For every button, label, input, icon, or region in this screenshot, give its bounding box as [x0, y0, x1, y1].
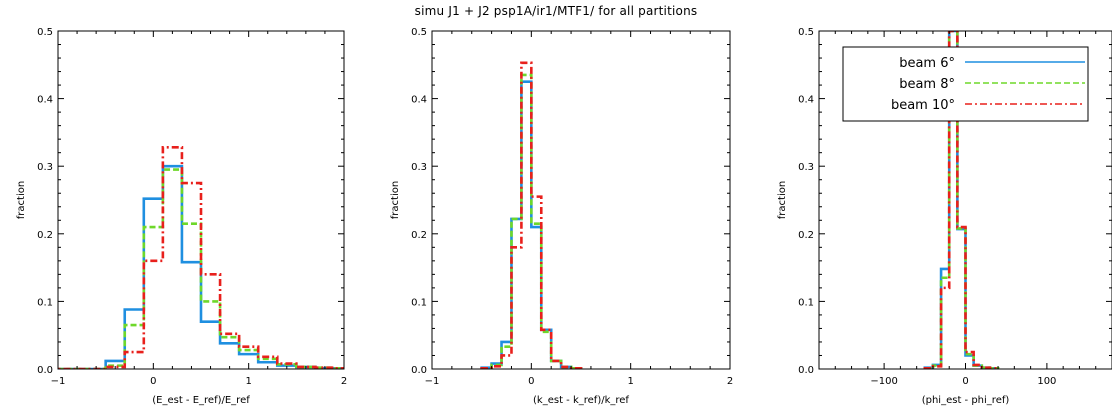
panel-3: 0.0 0.1 0.2 0.3 0.4 0.5 −100 0 100 (phi_est - phi…	[777, 27, 1112, 406]
x-tick-label: 1	[245, 376, 251, 387]
legend: beam 6° beam 8° beam 10°	[842, 46, 1089, 122]
y-tick-label: 0.4	[411, 95, 427, 106]
y-tick-label: 0.2	[37, 230, 53, 241]
legend-label: beam 8°	[899, 77, 955, 92]
plot-frame	[431, 30, 731, 370]
legend-label: beam 6°	[899, 56, 955, 71]
y-tick-label: 0.5	[411, 27, 427, 38]
y-tick-label: 0.5	[37, 27, 53, 38]
series-beam10-histogram	[58, 145, 344, 369]
y-tick-label: 0.0	[37, 365, 53, 376]
x-tick-label: 100	[1037, 376, 1056, 387]
series-beam10-histogram	[923, 31, 1000, 369]
y-axis-label: fraction	[16, 181, 27, 219]
y-tick-label: 0.2	[798, 230, 814, 241]
x-axis-label: (E_est - E_ref)/E_ref	[152, 395, 250, 406]
panel-2: 0.0 0.1 0.2 0.3 0.4 0.5 −1 0 1 2 (k_est - k_ref)/k…	[390, 27, 733, 406]
y-axis-label: fraction	[777, 181, 788, 219]
x-axis-label: (k_est - k_ref)/k_ref	[533, 395, 629, 406]
y-tick-label: 0.1	[37, 297, 53, 308]
x-tick-label: 2	[341, 376, 347, 387]
x-tick-label: 2	[727, 376, 733, 387]
x-tick-label: −1	[425, 376, 440, 387]
legend-label: beam 10°	[891, 98, 955, 113]
x-tick-label: 0	[150, 376, 156, 387]
plot-frame	[57, 30, 345, 370]
series-beam8-histogram	[480, 73, 583, 369]
series-beam6-histogram	[480, 80, 583, 369]
y-tick-label: 0.3	[411, 162, 427, 173]
panel-1: 0.0 0.1 0.2 0.3 0.4 0.5 −1 0 1 2 (E_est - E_ref)/E…	[16, 27, 347, 406]
y-tick-label: 0.1	[798, 297, 814, 308]
x-tick-label: 1	[627, 376, 633, 387]
y-tick-label: 0.2	[411, 230, 427, 241]
y-tick-label: 0.4	[798, 95, 814, 106]
y-tick-label: 0.3	[798, 162, 814, 173]
y-tick-label: 0.1	[411, 297, 427, 308]
y-tick-label: 0.5	[798, 27, 814, 38]
x-tick-label: −1	[51, 376, 66, 387]
series-beam10-histogram	[480, 61, 583, 369]
x-tick-label: 0	[962, 376, 968, 387]
x-tick-label: −100	[870, 376, 897, 387]
y-tick-label: 0.4	[37, 95, 53, 106]
y-tick-label: 0.3	[37, 162, 53, 173]
x-tick-label: 0	[528, 376, 534, 387]
y-tick-label: 0.0	[411, 365, 427, 376]
figure-title: simu J1 + J2 psp1A/ir1/MTF1/ for all par…	[414, 4, 698, 18]
x-axis-label: (phi_est - phi_ref)	[922, 395, 1010, 406]
y-tick-label: 0.0	[798, 365, 814, 376]
legend-box	[842, 46, 1089, 122]
y-axis-label: fraction	[390, 181, 401, 219]
